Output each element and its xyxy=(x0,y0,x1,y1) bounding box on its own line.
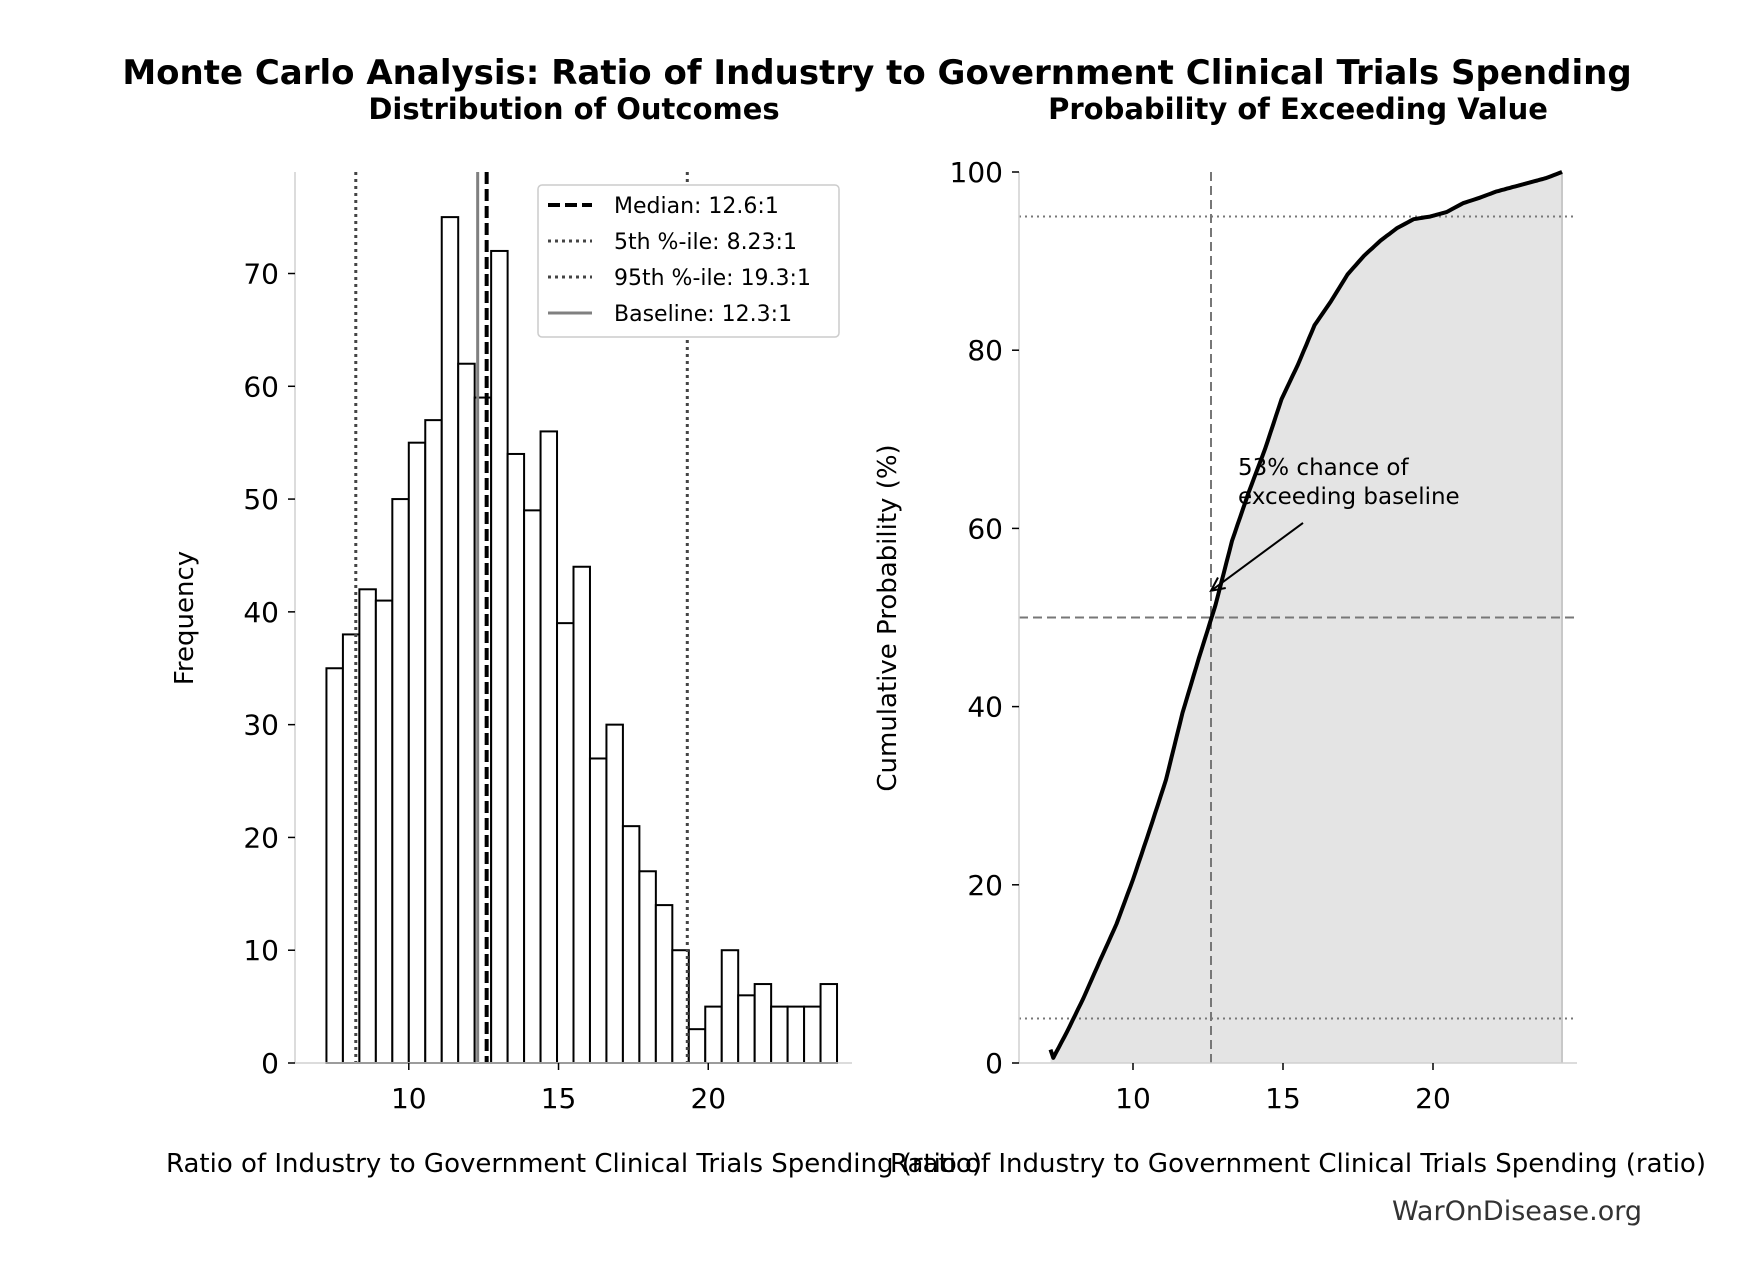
y-tick-label: 60 xyxy=(243,370,279,403)
cdf-panel: Probability of Exceeding Value 0 20 40 60 80… xyxy=(873,92,1706,1179)
y-tick-label: 20 xyxy=(243,821,279,854)
histogram-bar xyxy=(687,1028,707,1064)
histogram-bar xyxy=(556,622,575,1064)
y-tick-label: 20 xyxy=(967,869,1003,902)
histogram-bar xyxy=(638,870,657,1064)
histogram-bar xyxy=(737,994,756,1064)
histogram-bar xyxy=(506,452,526,1064)
histogram-bar xyxy=(325,667,344,1064)
legend-label-median: Median: 12.6:1 xyxy=(614,194,779,219)
histogram-bar xyxy=(803,1005,822,1065)
y-tick-label: 40 xyxy=(967,691,1003,724)
histogram-bar xyxy=(819,983,839,1065)
histogram-bar xyxy=(720,949,740,1065)
y-tick-label: 100 xyxy=(950,156,1003,189)
cdf-x-label: Ratio of Industry to Government Clinical… xyxy=(890,1149,1706,1179)
legend-label-p95: 95th %-ile: 19.3:1 xyxy=(614,266,811,291)
histogram-bar xyxy=(407,441,427,1064)
histogram-bar xyxy=(358,588,377,1064)
y-tick-label: 80 xyxy=(967,334,1003,367)
y-tick-label: 70 xyxy=(243,258,279,291)
cdf-annotation: 53% chance of exceeding baseline xyxy=(1209,455,1460,593)
histogram-y-label: Frequency xyxy=(170,551,200,685)
histogram-bar xyxy=(374,599,394,1064)
histogram-title: Distribution of Outcomes xyxy=(368,92,779,126)
cdf-reference-hlines xyxy=(1019,215,1577,1020)
histogram-bar xyxy=(704,1005,723,1065)
histogram-bar xyxy=(786,1005,806,1065)
x-tick-label: 20 xyxy=(1415,1082,1451,1115)
legend-label-p5: 5th %-ile: 8.23:1 xyxy=(614,230,797,255)
x-tick-label: 20 xyxy=(690,1082,726,1115)
histogram-bar xyxy=(621,825,641,1065)
y-tick-label: 10 xyxy=(243,934,279,967)
histogram-bar xyxy=(770,1005,789,1065)
histogram-bar xyxy=(523,509,542,1064)
x-tick-label: 10 xyxy=(1115,1082,1151,1115)
y-tick-label: 0 xyxy=(261,1047,279,1080)
histogram-panel: Distribution of Outcomes 0 10 20 30 40 50 60 70… xyxy=(166,92,982,1179)
x-tick-label: 15 xyxy=(541,1082,577,1115)
histogram-bar xyxy=(424,419,443,1064)
y-tick-label: 40 xyxy=(243,596,279,629)
histogram-bars xyxy=(325,216,839,1065)
annotation-text-line1: 53% chance of xyxy=(1238,455,1410,481)
histogram-x-label: Ratio of Industry to Government Clinical… xyxy=(166,1149,982,1179)
watermark: WarOnDisease.org xyxy=(1392,1196,1642,1227)
histogram-bar xyxy=(753,983,773,1065)
annotation-arrowhead xyxy=(1209,577,1226,593)
histogram-bar xyxy=(457,362,476,1064)
histogram-bar xyxy=(391,498,410,1065)
histogram-bar xyxy=(440,216,460,1064)
y-tick-label: 60 xyxy=(967,512,1003,545)
y-tick-label: 30 xyxy=(243,709,279,742)
x-tick-label: 10 xyxy=(391,1082,427,1115)
y-tick-label: 0 xyxy=(985,1047,1003,1080)
histogram-bar xyxy=(654,904,674,1064)
figure-suptitle: Monte Carlo Analysis: Ratio of Industry … xyxy=(122,53,1631,93)
legend-label-baseline: Baseline: 12.3:1 xyxy=(614,302,792,327)
histogram-bar xyxy=(572,565,591,1064)
cdf-title: Probability of Exceeding Value xyxy=(1048,92,1548,126)
y-tick-label: 50 xyxy=(243,483,279,516)
cdf-y-ticks: 0 20 40 60 80 100 xyxy=(950,156,1019,1080)
histogram-bar xyxy=(539,430,559,1064)
histogram-bar xyxy=(490,249,509,1065)
histogram-bar xyxy=(588,757,608,1064)
cdf-series-line xyxy=(1048,170,1563,1060)
cdf-y-label: Cumulative Probability (%) xyxy=(873,444,903,791)
x-tick-label: 15 xyxy=(1265,1082,1301,1115)
histogram-x-ticks: 10 15 20 xyxy=(391,1063,726,1115)
annotation-arrow xyxy=(1210,522,1304,592)
histogram-bar xyxy=(605,723,624,1064)
histogram-legend: Median: 12.6:1 5th %-ile: 8.23:1 95th %-… xyxy=(537,184,840,338)
cdf-x-ticks: 10 15 20 xyxy=(1115,1063,1451,1115)
annotation-text-line2: exceeding baseline xyxy=(1238,484,1460,510)
histogram-y-ticks: 0 10 20 30 40 50 60 70 xyxy=(243,258,295,1080)
legend-frame xyxy=(537,184,840,338)
